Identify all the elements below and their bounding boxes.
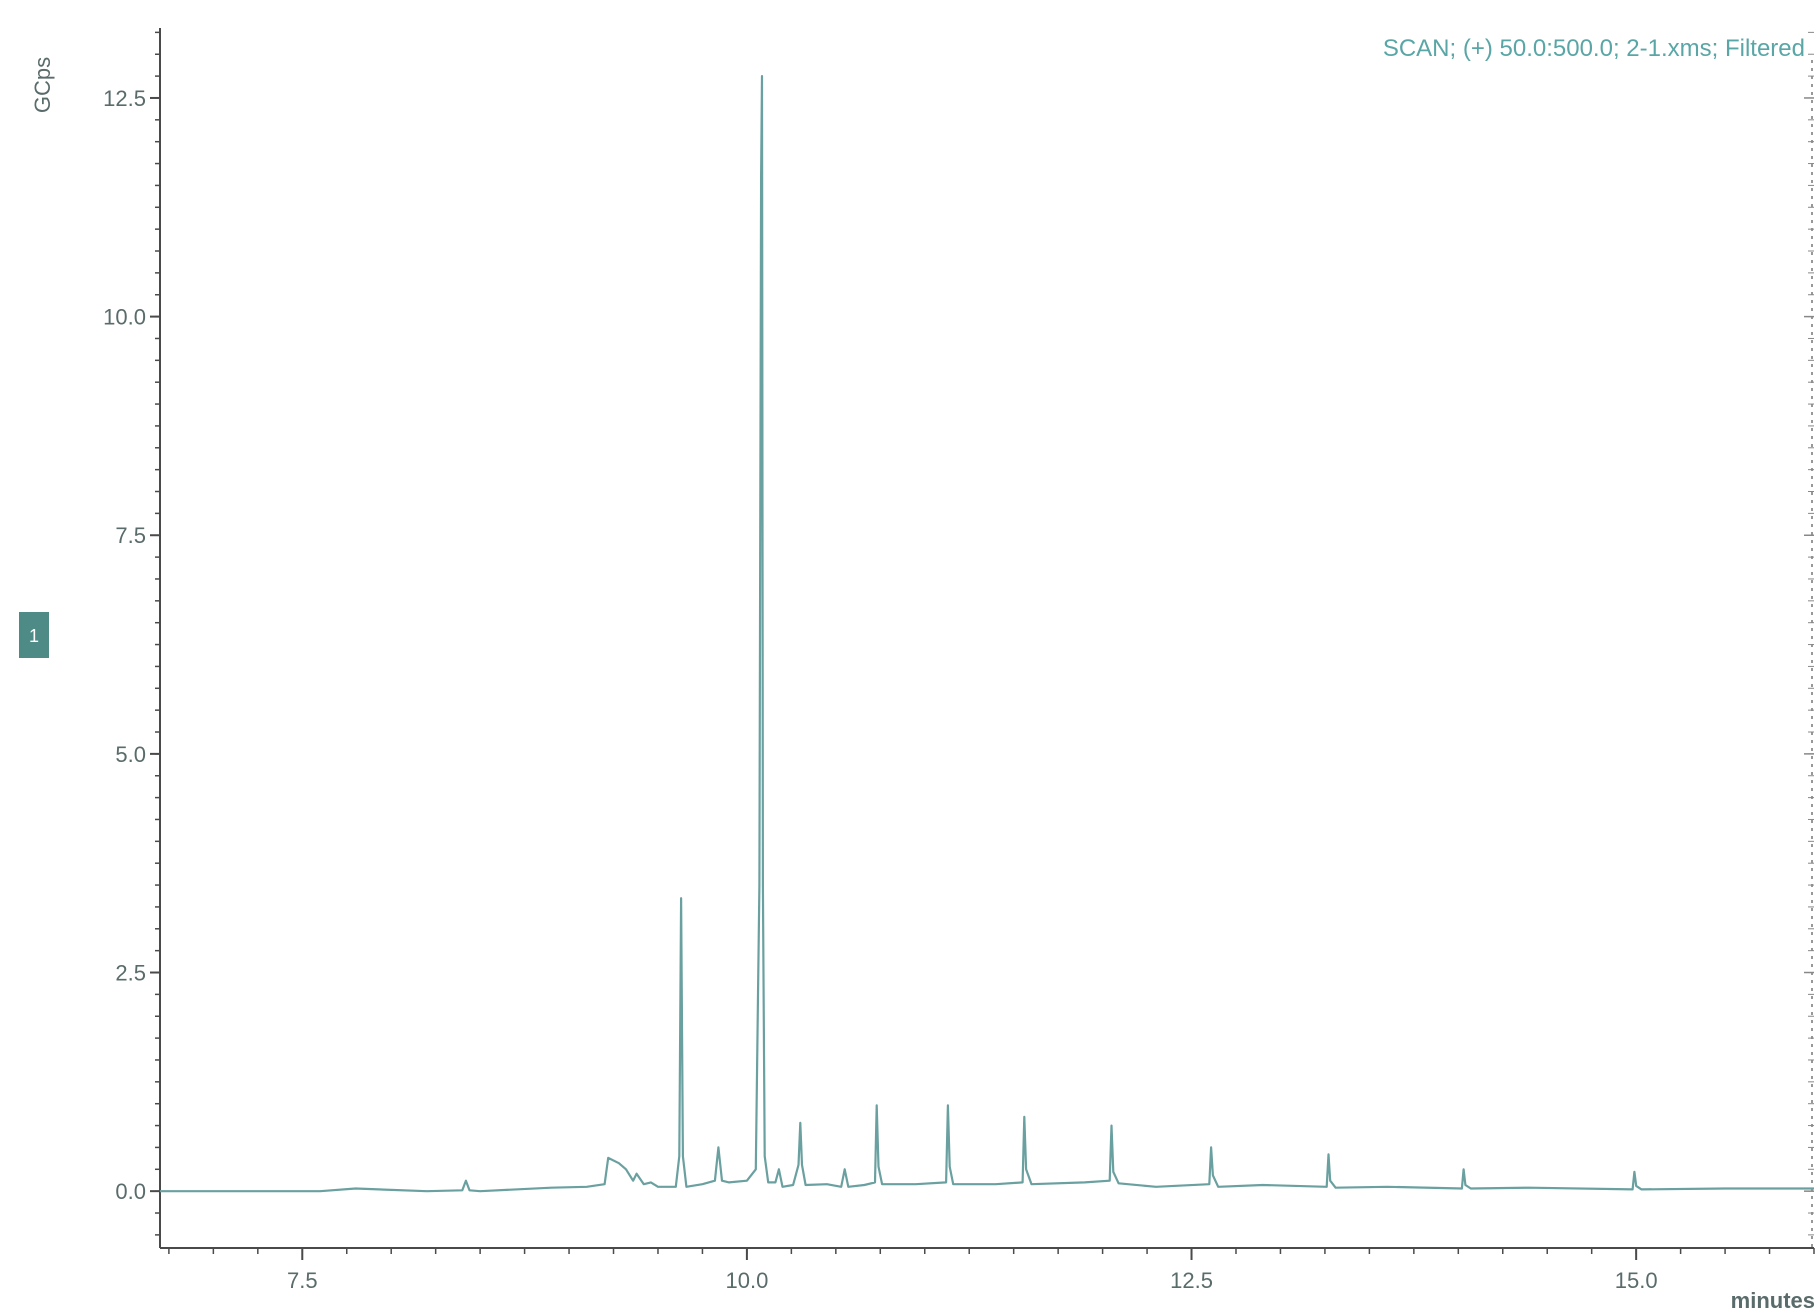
x-axis-title: minutes	[1731, 1288, 1815, 1312]
x-tick-label: 10.0	[725, 1268, 768, 1293]
trace-marker-label: 1	[29, 626, 39, 646]
y-tick-label: 7.5	[115, 523, 146, 548]
chromatogram-trace	[160, 75, 1814, 1193]
x-tick-label: 12.5	[1170, 1268, 1213, 1293]
axes	[159, 28, 1814, 1249]
x-tick-label: 15.0	[1615, 1268, 1658, 1293]
y-tick-label: 10.0	[103, 305, 146, 330]
y-tick-label: 0.0	[115, 1179, 146, 1204]
chart-header: SCAN; (+) 50.0:500.0; 2-1.xms; Filtered	[1383, 35, 1805, 62]
ticks: 0.0 2.5 5.0 7.5 10.0 12.5 7.5 10.0 12.5 15.0	[103, 31, 1815, 1293]
y-tick-label: 12.5	[103, 86, 146, 111]
x-tick-label: 7.5	[287, 1268, 318, 1293]
y-tick-label: 5.0	[115, 742, 146, 767]
trace-marker-box	[19, 612, 49, 658]
trace-marker[interactable]: 1	[19, 612, 49, 658]
y-tick-label: 2.5	[115, 961, 146, 986]
y-axis-title: GCps	[30, 57, 55, 113]
trace	[160, 75, 1814, 1193]
